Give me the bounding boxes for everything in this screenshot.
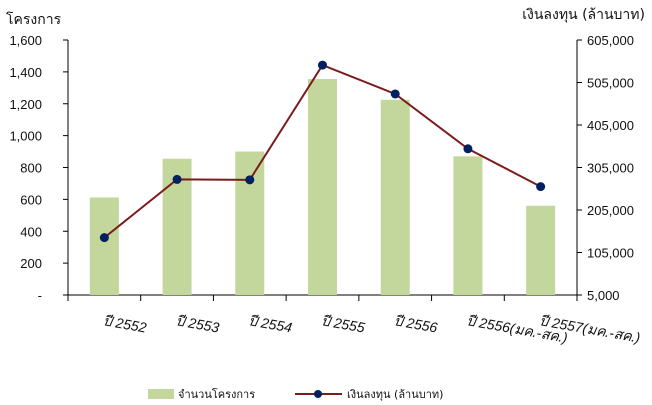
- left-tick-label: 1,000: [9, 129, 42, 144]
- investment-point-5: [390, 89, 400, 99]
- left-tick-label: 1,200: [9, 97, 42, 112]
- left-tick-label: -: [38, 288, 42, 303]
- category-label: ปี 2555: [320, 312, 366, 335]
- left-tick-label: 400: [20, 224, 42, 239]
- bar-7: [526, 205, 556, 295]
- legend-line-label: เงินลงทุน (ล้านบาท): [347, 388, 443, 401]
- category-label: ปี 2554: [247, 312, 293, 335]
- investment-point-6: [463, 144, 473, 154]
- legend: จำนวนโครงการ เงินลงทุน (ล้านบาท): [148, 387, 443, 401]
- left-tick-label: 800: [20, 161, 42, 176]
- right-tick-label: 505,000: [587, 76, 634, 91]
- left-axis-label: โครงการ: [6, 11, 62, 28]
- bar-5: [380, 99, 410, 295]
- right-tick-label: 105,000: [587, 246, 634, 261]
- investment-point-1: [99, 233, 109, 243]
- tick-labels-layer: - 200 400 600 800 1,000 1,200 1,400 1,600 5,000 10…: [9, 33, 634, 303]
- bar-1: [89, 197, 119, 295]
- right-tick-label: 405,000: [587, 118, 634, 133]
- category-labels-layer: ปี 2552 ปี 2553 ปี 2554 ปี 2555 ปี 2556 ปี 25…: [102, 312, 642, 346]
- investment-point-7: [536, 182, 546, 192]
- left-tick-label: 1,400: [9, 65, 42, 80]
- category-label: ปี 2556: [393, 312, 439, 335]
- investment-point-3: [245, 175, 255, 185]
- investment-point-4: [318, 60, 327, 70]
- legend-line-marker: [314, 390, 322, 398]
- legend-bar-label: จำนวนโครงการ: [178, 387, 255, 401]
- bar-3: [235, 151, 265, 295]
- right-tick-label: 205,000: [587, 203, 634, 218]
- bar-4: [308, 79, 337, 295]
- left-tick-label: 600: [20, 192, 42, 207]
- investment-point-2: [172, 174, 182, 184]
- category-label: ปี 2553: [175, 312, 221, 335]
- bars-layer: [89, 79, 556, 295]
- right-tick-label: 605,000: [587, 33, 634, 48]
- bar-6: [453, 156, 483, 295]
- line-layer: [99, 60, 546, 243]
- right-axis-label: เงินลงทุน (ล้านบาท): [522, 7, 645, 23]
- right-tick-label: 305,000: [587, 161, 634, 176]
- right-tick-label: 5,000: [587, 288, 620, 303]
- legend-bar-swatch: [148, 389, 174, 399]
- category-label: ปี 2552: [102, 312, 148, 335]
- left-tick-label: 200: [20, 256, 42, 271]
- left-tick-label: 1,600: [9, 33, 42, 48]
